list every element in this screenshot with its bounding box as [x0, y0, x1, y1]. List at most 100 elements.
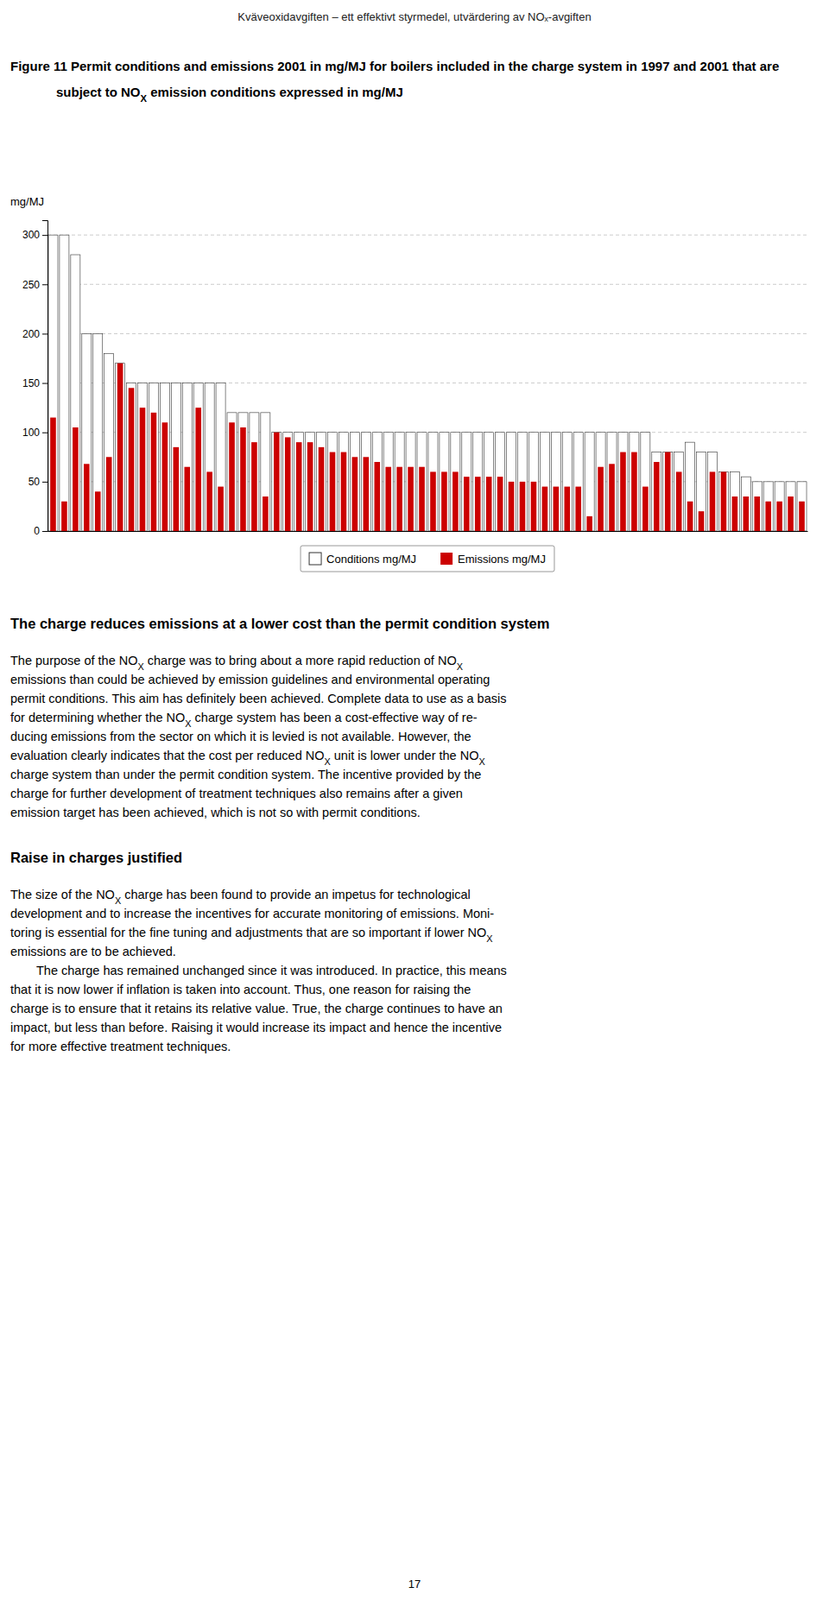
y-tick-mark	[42, 234, 48, 236]
text-run: NO	[437, 653, 457, 668]
bar	[430, 471, 437, 532]
bar	[405, 432, 416, 532]
bar	[305, 432, 316, 532]
bar	[785, 481, 796, 532]
bar	[553, 487, 560, 532]
bar	[631, 452, 638, 532]
legend-label: Conditions mg/MJ	[326, 552, 417, 566]
bar	[215, 383, 226, 532]
bar	[104, 353, 114, 532]
text-run: permit conditions. This aim has definite…	[10, 691, 507, 706]
bar	[183, 467, 190, 532]
bar	[718, 471, 728, 532]
grid-line	[47, 284, 808, 285]
bar	[296, 442, 303, 532]
text-run: emission target has been achieved, which…	[10, 805, 421, 820]
bar	[50, 417, 57, 532]
bar	[450, 432, 461, 532]
series	[50, 363, 805, 532]
bar	[439, 432, 450, 532]
body-line: toring is essential for the fine tuning …	[10, 925, 494, 944]
page-header: Kväveoxidavgiften – ett effektivt styrme…	[237, 10, 591, 24]
bar	[372, 432, 382, 532]
bar	[193, 383, 203, 532]
body-line: emissions than could be achieved by emis…	[10, 672, 490, 687]
bar	[394, 432, 405, 532]
bar	[407, 467, 414, 532]
text-run: Raise in charges justified	[10, 849, 183, 866]
bar	[206, 471, 213, 532]
bar	[251, 442, 258, 532]
text-run: NO	[460, 748, 480, 763]
bar	[620, 452, 627, 532]
y-tick-label: 50	[28, 475, 41, 488]
y-tick: 200	[22, 328, 48, 341]
bar	[396, 467, 403, 532]
text-run: impact, but less than before. Raising it…	[10, 1020, 502, 1035]
legend-swatch	[440, 552, 453, 565]
bar	[753, 496, 760, 532]
bar	[687, 501, 694, 532]
bar	[607, 432, 617, 532]
bar	[708, 452, 718, 532]
bar	[349, 432, 360, 532]
text-run: The size of the	[10, 887, 96, 902]
bar	[531, 481, 538, 532]
bar	[195, 407, 202, 532]
bar	[473, 432, 483, 532]
y-tick: 100	[22, 426, 48, 439]
body-heading: Raise in charges justified	[10, 849, 183, 866]
legend-swatch	[309, 552, 322, 565]
text-run: NO	[95, 887, 115, 902]
bar	[341, 452, 348, 532]
text-run: charge has been found to provide an impe…	[120, 887, 471, 902]
bar	[338, 432, 349, 532]
body-heading: The charge reduces emissions at a lower …	[10, 615, 550, 632]
bar	[519, 481, 526, 532]
bar	[352, 456, 359, 532]
bar	[765, 501, 772, 532]
subscript: X	[478, 756, 486, 767]
bar	[162, 422, 169, 532]
bar	[307, 442, 314, 532]
caption-line: subject to NOX emission conditions expre…	[56, 84, 404, 104]
bar	[562, 432, 572, 532]
text-run: toring is essential for the fine tuning …	[10, 925, 469, 940]
text-run: NO	[305, 748, 325, 763]
bar	[797, 481, 807, 532]
bar	[159, 383, 170, 532]
bar	[696, 452, 707, 532]
bar	[653, 461, 660, 532]
bar	[474, 476, 481, 532]
page: Kväveoxidavgiften – ett effektivt styrme…	[0, 0, 829, 1600]
bar	[228, 422, 235, 532]
bar	[752, 481, 762, 532]
bar	[59, 234, 70, 532]
bar	[528, 432, 538, 532]
bar	[93, 333, 103, 532]
bar	[94, 491, 102, 532]
bar	[148, 383, 159, 532]
bar	[262, 496, 269, 532]
bar	[640, 432, 651, 532]
bar	[318, 447, 325, 532]
bar	[283, 432, 293, 532]
y-tick-mark	[42, 284, 48, 285]
bar	[385, 467, 392, 532]
text-run: NO	[119, 653, 139, 668]
body-line: that it is now lower if inflation is tak…	[10, 982, 471, 997]
text-run: emissions than could be achieved by emis…	[10, 672, 490, 687]
y-tick-label: 200	[22, 328, 40, 341]
bar	[294, 432, 304, 532]
y-tick-mark	[42, 383, 48, 385]
bar	[518, 432, 528, 532]
bar	[740, 476, 751, 532]
bar	[61, 501, 68, 532]
figure-caption: Figure 11 Permit conditions and emission…	[10, 58, 783, 104]
bar	[508, 481, 515, 532]
series	[48, 234, 807, 532]
body-line: development and to increase the incentiv…	[10, 906, 494, 921]
bar	[539, 432, 550, 532]
legend-item: Emissions mg/MJ	[440, 552, 546, 566]
body-line: ducing emissions from the sector on whic…	[10, 729, 472, 744]
